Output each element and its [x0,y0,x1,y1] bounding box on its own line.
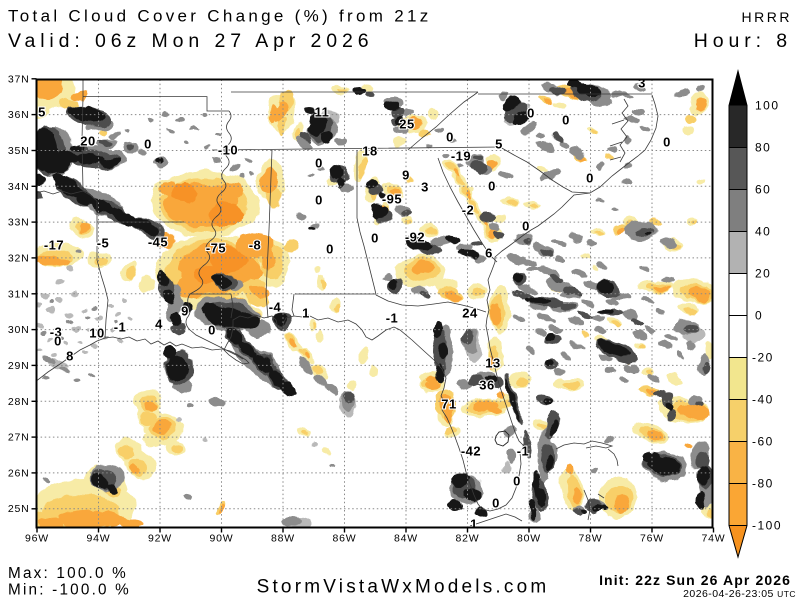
svg-text:31N: 31N [8,288,30,300]
svg-text:18: 18 [362,144,377,159]
svg-text:-92: -92 [405,230,425,245]
svg-text:2026-04-26-23:05 UTC: 2026-04-26-23:05 UTC [683,588,796,600]
svg-text:-20: -20 [752,351,774,365]
svg-text:37N: 37N [8,73,30,85]
svg-text:0: 0 [755,309,763,323]
svg-text:-80: -80 [752,477,774,491]
svg-text:-5: -5 [97,236,110,251]
svg-text:28N: 28N [8,396,30,408]
svg-text:-60: -60 [752,435,774,449]
svg-text:29N: 29N [8,360,30,372]
svg-text:StormVistaWxModels.com: StormVistaWxModels.com [257,577,550,598]
svg-text:Hour: 8: Hour: 8 [694,30,792,52]
svg-text:1: 1 [470,517,478,532]
svg-text:71: 71 [441,397,456,412]
svg-text:0: 0 [144,137,152,152]
svg-text:Min: -100.0 %: Min: -100.0 % [8,582,131,599]
svg-text:90W: 90W [210,533,234,545]
svg-text:4: 4 [155,317,163,332]
svg-text:-100: -100 [752,519,782,533]
svg-text:Max: 100.0 %: Max: 100.0 % [8,565,128,582]
svg-text:36N: 36N [8,109,30,121]
svg-text:-40: -40 [752,393,774,407]
svg-text:32N: 32N [8,252,30,264]
svg-text:0: 0 [527,106,535,121]
svg-text:94W: 94W [87,533,111,545]
svg-text:13: 13 [485,356,500,371]
svg-text:92W: 92W [148,533,172,545]
svg-text:78W: 78W [579,533,603,545]
svg-text:3: 3 [421,180,429,195]
svg-text:-75: -75 [206,241,226,256]
svg-text:-1: -1 [517,444,530,459]
svg-text:6: 6 [485,246,493,261]
svg-text:26N: 26N [8,467,30,479]
svg-text:1: 1 [302,306,310,321]
svg-text:3: 3 [638,76,646,91]
svg-text:76W: 76W [640,533,664,545]
svg-text:-17: -17 [44,238,64,253]
svg-text:-45: -45 [148,235,168,250]
svg-text:-42: -42 [461,444,481,459]
svg-text:0: 0 [371,231,379,246]
svg-text:0: 0 [326,242,334,257]
svg-text:0: 0 [663,135,671,150]
svg-text:-10: -10 [218,143,238,158]
svg-text:HRRR: HRRR [742,9,792,25]
svg-text:25: 25 [399,117,414,132]
svg-text:-4: -4 [269,300,282,315]
svg-text:24: 24 [462,306,478,321]
svg-text:11: 11 [315,105,330,120]
svg-text:-19: -19 [451,149,471,164]
svg-text:-2: -2 [462,203,475,218]
svg-text:60: 60 [755,183,771,197]
svg-text:-3: -3 [50,325,63,340]
svg-text:96W: 96W [25,533,49,545]
svg-text:35N: 35N [8,145,30,157]
svg-text:0: 0 [492,496,500,511]
svg-text:0: 0 [315,193,323,208]
svg-text:Init: 22z Sun 26 Apr 2026: Init: 22z Sun 26 Apr 2026 [599,572,791,588]
svg-text:5: 5 [495,137,503,152]
svg-text:36: 36 [479,378,494,393]
svg-text:100: 100 [755,99,780,113]
svg-text:0: 0 [513,474,521,489]
svg-text:34N: 34N [8,181,30,193]
svg-text:80: 80 [755,141,771,155]
svg-text:-95: -95 [382,192,402,207]
svg-text:27N: 27N [8,432,30,444]
svg-text:0: 0 [562,113,570,128]
svg-text:9: 9 [181,304,189,319]
svg-text:9: 9 [402,168,410,183]
svg-text:-1: -1 [114,320,127,335]
svg-text:20: 20 [755,267,771,281]
svg-text:33N: 33N [8,217,30,229]
svg-text:40: 40 [755,225,771,239]
svg-text:0: 0 [315,156,323,171]
svg-text:0: 0 [586,171,594,186]
svg-text:8: 8 [66,349,74,364]
svg-text:10: 10 [89,326,104,341]
svg-text:25N: 25N [8,503,30,515]
svg-text:80W: 80W [517,533,541,545]
svg-text:0: 0 [208,323,216,338]
svg-text:20: 20 [80,134,95,149]
svg-text:30N: 30N [8,324,30,336]
svg-text:-8: -8 [249,238,262,253]
svg-text:Total Cloud Cover Change (%) f: Total Cloud Cover Change (%) from 21z [8,7,432,26]
svg-text:0: 0 [488,179,496,194]
svg-text:74W: 74W [702,533,726,545]
svg-text:86W: 86W [333,533,357,545]
svg-text:5: 5 [38,105,46,120]
svg-text:82W: 82W [456,533,480,545]
svg-text:-1: -1 [386,311,399,326]
svg-text:0: 0 [446,130,454,145]
svg-text:0: 0 [54,334,62,349]
svg-text:Valid: 06z Mon 27 Apr 2026: Valid: 06z Mon 27 Apr 2026 [8,30,374,52]
svg-text:84W: 84W [394,533,418,545]
svg-text:88W: 88W [271,533,295,545]
svg-text:0: 0 [522,219,530,234]
